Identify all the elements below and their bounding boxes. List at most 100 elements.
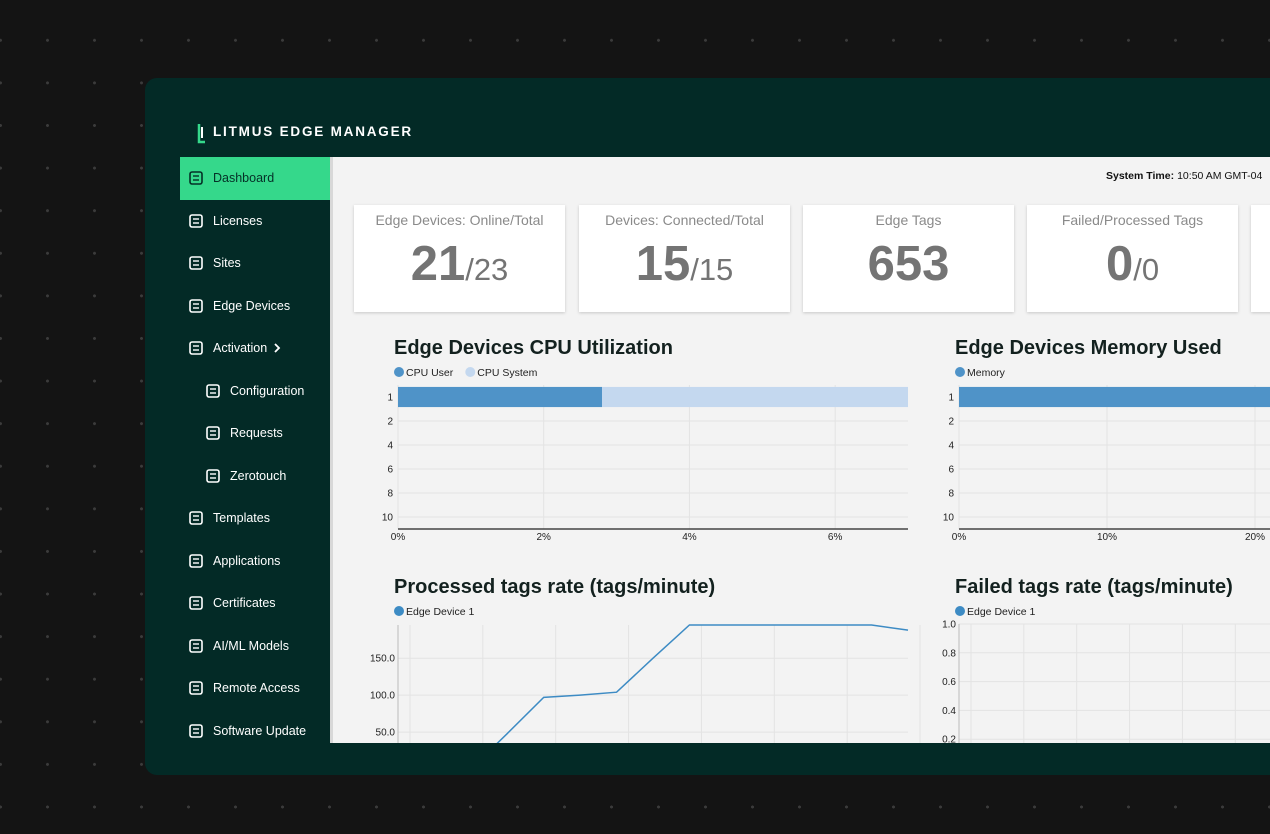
nav-label: Templates	[213, 511, 270, 526]
chart-title: Processed tags rate (tags/minute)	[394, 576, 715, 598]
y-tick-label: 4	[387, 441, 393, 452]
nav-icon	[189, 723, 203, 738]
nav-label: Remote Access	[213, 681, 300, 696]
nav-item[interactable]: Software Update	[180, 710, 330, 744]
x-tick-label: 0%	[952, 532, 967, 543]
icon-shape	[206, 468, 220, 483]
bar-segment	[398, 386, 602, 408]
system-time-label: System Time:	[1106, 170, 1175, 182]
chevron-shape	[274, 343, 281, 353]
y-tick-label: 2	[387, 417, 393, 428]
card-title: Edge Devices: Online/Total	[375, 212, 544, 228]
legend-label: CPU User	[406, 367, 454, 379]
nav-label: Configuration	[230, 383, 305, 398]
legend-label: Edge Device 1	[967, 606, 1035, 618]
nav-icon	[189, 681, 203, 696]
nav-label: Requests	[230, 426, 283, 441]
system-time: System Time: 10:50 AM GMT-04	[1106, 170, 1262, 182]
nav-label: Certificates	[213, 596, 276, 611]
card-value: 21/23	[354, 236, 565, 292]
nav-icon	[189, 511, 203, 526]
legend-swatch	[955, 606, 965, 616]
y-tick-label: 1	[387, 393, 393, 404]
nav-label: Activation	[213, 341, 268, 356]
nav-label: Software Update	[213, 723, 307, 738]
card-title: Edge Tags	[875, 212, 942, 228]
card-total: /23	[465, 252, 509, 287]
charts: Edge Devices CPU Utilization CPU User CPU …	[370, 337, 1270, 743]
card-count: 15	[635, 237, 691, 291]
y-tick-label: 6	[387, 465, 393, 476]
icon-shape	[189, 171, 203, 186]
nav-icon	[189, 341, 203, 356]
stat-card: Edge Tags 653	[803, 205, 1014, 312]
nav-item[interactable]: Licenses	[180, 200, 330, 243]
legend-swatch	[394, 367, 404, 377]
nav-label: Dashboard	[213, 171, 275, 186]
nav-icon	[189, 213, 203, 228]
nav-label: Sites	[213, 256, 241, 271]
card-title: Failed/Processed Tags	[1061, 212, 1204, 228]
chart-title: Failed tags rate (tags/minute)	[955, 576, 1233, 598]
nav-icon	[206, 468, 220, 483]
card-total: /0	[1133, 252, 1160, 287]
bar-segment	[602, 386, 908, 408]
nav-item[interactable]: Certificates	[180, 582, 330, 625]
legend-swatch	[465, 367, 476, 377]
x-tick-label: 20%	[1245, 532, 1265, 543]
x-tick-label: 4%	[682, 532, 697, 543]
y-tick-label: 0.8	[942, 648, 956, 659]
x-tick-label: 10%	[1097, 532, 1117, 543]
card-value: 15/15	[579, 236, 790, 292]
stat-card: Devices: Connected/Total 15/15	[579, 205, 790, 312]
dashboard: System Time: 10:50 AM GMT-04 Edge Devices…	[333, 157, 1270, 743]
icon-shape	[189, 638, 203, 653]
x-tick-label: 0%	[391, 532, 406, 543]
logo-icon	[197, 124, 205, 144]
nav-item[interactable]: Sites	[180, 242, 330, 285]
system-time-value: 10:50 AM GMT-04	[1177, 170, 1263, 182]
card-count: 0	[1105, 237, 1134, 291]
nav-item[interactable]: Applications	[180, 540, 330, 583]
y-tick-label: 2	[948, 417, 954, 428]
legend-swatch	[955, 367, 965, 377]
y-tick-label: 1	[948, 393, 954, 404]
icon-shape	[206, 426, 220, 441]
bar-segment	[959, 386, 1270, 408]
icon-shape	[189, 511, 203, 526]
icon-shape	[189, 553, 203, 568]
nav-item[interactable]: Remote Access	[180, 667, 330, 710]
icon-shape	[189, 723, 203, 738]
nav-item[interactable]: Dashboard	[180, 157, 330, 200]
nav-item[interactable]: AI/ML Models	[180, 625, 330, 668]
card-count: 653	[867, 237, 950, 291]
card	[1251, 205, 1270, 312]
nav-item[interactable]: Templates	[180, 497, 330, 540]
nav-icon	[206, 426, 220, 441]
icon-shape	[189, 256, 203, 271]
nav-item[interactable]: Configuration	[180, 370, 330, 413]
stat-card: Edge Devices: Online/Total 21/23	[354, 205, 565, 312]
icon-shape	[189, 341, 203, 356]
x-tick-label: 2%	[536, 532, 551, 543]
nav-item[interactable]: Edge Devices	[180, 285, 330, 328]
nav-item[interactable]: Activation	[180, 327, 330, 370]
y-tick-label: 150.0	[370, 654, 395, 665]
nav-icon	[189, 596, 203, 611]
y-tick-label: 4	[948, 441, 954, 452]
icon-shape	[189, 596, 203, 611]
stat-card: Failed/Processed Tags 0/0	[1027, 205, 1238, 312]
nav-item[interactable]: Requests	[180, 412, 330, 455]
legend-label: CPU System	[477, 367, 537, 379]
nav-label: Licenses	[213, 213, 263, 228]
icon-shape	[206, 383, 220, 398]
card-count: 21	[410, 237, 466, 291]
nav-label: Edge Devices	[213, 298, 291, 313]
nav-icon	[189, 638, 203, 653]
legend-swatch	[394, 606, 404, 616]
nav-item[interactable]: Zerotouch	[180, 455, 330, 498]
y-tick-label: 8	[948, 489, 954, 500]
y-tick-label: 50.0	[376, 728, 396, 739]
